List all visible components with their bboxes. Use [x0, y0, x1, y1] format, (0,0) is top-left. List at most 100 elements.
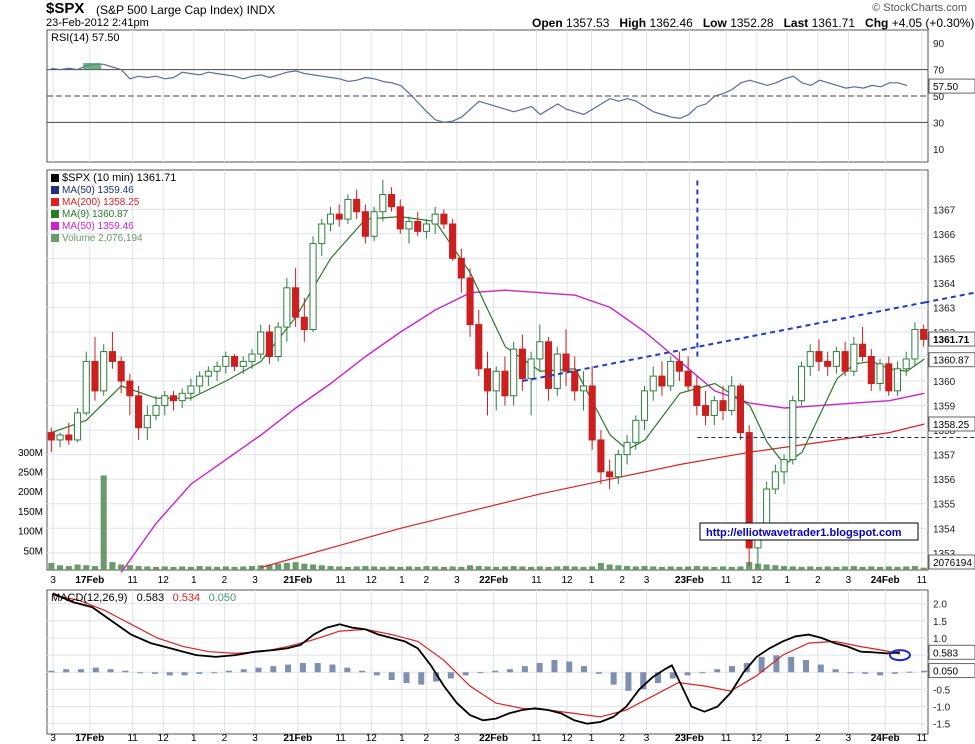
macd-histogram-bar	[137, 672, 144, 674]
macd-histogram-bar	[196, 672, 203, 674]
macd-histogram-bar	[551, 659, 558, 673]
volume-tick-label: 100M	[18, 527, 43, 538]
price-tick-label: 1364	[933, 279, 956, 290]
symbol-title: $SPX	[46, 0, 85, 17]
volume-bar	[554, 566, 561, 570]
volume-bar	[528, 566, 535, 570]
volume-bar	[781, 566, 788, 570]
low-label: Low	[702, 16, 727, 30]
x-tick-label: 12	[366, 733, 378, 744]
macd-tick-label: -1.5	[933, 720, 951, 731]
candle-body	[449, 223, 457, 259]
volume-bar	[432, 566, 439, 570]
volume-bar	[327, 566, 334, 570]
volume-bar	[615, 565, 622, 570]
candle-body	[736, 385, 745, 434]
candle-body	[902, 358, 910, 370]
candle-body	[204, 370, 212, 377]
macd-histogram-bar	[625, 672, 632, 691]
volume-bar	[214, 566, 221, 570]
candle-body	[832, 351, 840, 367]
volume-bar	[109, 562, 116, 570]
candle-body	[152, 405, 160, 416]
volume-tick-label: 50M	[24, 546, 43, 557]
price-value-tag-box	[928, 331, 975, 347]
macd-histogram-bar	[595, 672, 602, 674]
candle-body	[562, 353, 570, 372]
volume-tick-label: 200M	[18, 487, 43, 498]
macd-legend-entry: 0.534	[173, 592, 201, 604]
volume-bar	[510, 566, 517, 570]
x-tick-label: 2	[424, 575, 430, 586]
candle-body	[545, 341, 553, 389]
rsi-tick-label: 90	[933, 39, 945, 50]
volume-bar	[859, 566, 866, 570]
x-tick-label: 3	[846, 733, 852, 744]
volume-bar	[624, 566, 631, 570]
macd-histogram-bar	[862, 672, 869, 674]
volume-bar	[903, 566, 910, 570]
ohlc-summary: Open 1357.53 High 1362.46 Low 1352.28 La…	[532, 16, 974, 30]
x-tick-label: 3	[454, 575, 460, 586]
volume-bar	[589, 566, 596, 570]
macd-histogram-bar	[285, 664, 292, 673]
legend-swatch	[51, 234, 59, 242]
volume-bar	[275, 563, 282, 570]
candle-body	[387, 194, 396, 208]
macd-histogram-bar	[847, 672, 854, 674]
macd-legend-entry: 0.050	[209, 592, 237, 604]
open-label: Open	[532, 16, 563, 30]
volume-tick-label: 300M	[18, 448, 43, 459]
macd-histogram-bar	[802, 659, 809, 673]
x-tick-label: 12	[158, 733, 170, 744]
volume-bar	[641, 566, 648, 570]
x-tick-label: 2	[619, 733, 625, 744]
volume-bar	[100, 475, 107, 570]
volume-bar	[144, 566, 151, 570]
candle-body	[536, 341, 544, 360]
macd-histogram-bar	[151, 672, 158, 674]
macd-histogram-bar	[773, 655, 780, 673]
candle-body	[440, 213, 448, 225]
x-tick-label: 11	[721, 733, 732, 744]
volume-bar	[798, 566, 805, 570]
candle-body	[169, 395, 178, 402]
candle-body	[56, 434, 64, 441]
volume-bar	[789, 566, 796, 570]
high-label: High	[619, 16, 647, 30]
x-tick-label: 3	[644, 575, 650, 586]
volume-bar	[458, 566, 465, 570]
volume-bar	[309, 564, 317, 570]
candle-body	[850, 343, 858, 372]
candle-body	[135, 395, 143, 429]
legend-entry: MA(50) 1359.46	[62, 221, 134, 232]
volume-bar	[702, 566, 709, 570]
price-tick-label: 1354	[933, 524, 956, 535]
last-label: Last	[783, 16, 809, 30]
volume-bar	[894, 566, 901, 570]
volume-bar	[196, 566, 203, 570]
x-tick-label: 1	[785, 575, 791, 586]
candle-body	[292, 287, 300, 318]
candle-body	[649, 375, 657, 392]
candle-body	[501, 370, 509, 397]
legend-entry: Volume 2,076,194	[62, 233, 143, 244]
volume-bar	[606, 564, 613, 570]
candle-body	[920, 329, 928, 340]
brand-logo[interactable]: © StockCharts.com	[872, 2, 967, 14]
volume-bar	[205, 566, 212, 570]
macd-histogram-bar	[758, 656, 765, 673]
volume-bar	[676, 566, 683, 570]
candle-body	[222, 356, 230, 367]
candle-body	[571, 370, 579, 392]
price-value-tag: 1361.71	[933, 335, 970, 346]
volume-bar	[467, 565, 474, 570]
volume-bar	[161, 566, 168, 570]
x-tick-label: 1	[785, 733, 791, 744]
volume-bar	[920, 567, 927, 570]
candle-body	[780, 459, 788, 473]
volume-last-tag: 2076194	[933, 558, 972, 569]
candle-body	[623, 441, 631, 456]
volume-bar	[501, 566, 508, 570]
price-value-tag: 1358.25	[933, 420, 970, 431]
